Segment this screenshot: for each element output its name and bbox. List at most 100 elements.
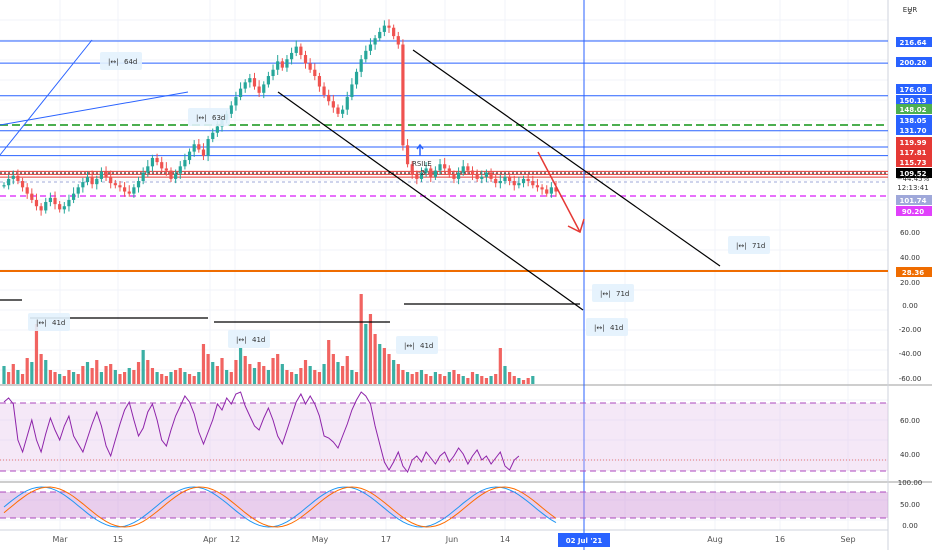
volume-bar: [53, 372, 57, 384]
candle-body: [146, 166, 150, 173]
price-change-text: −44.45%: [897, 175, 930, 183]
candle-body: [150, 157, 155, 167]
range-annotation-box: [28, 313, 70, 331]
volume-bar: [192, 376, 196, 384]
price-label-text: 131.70: [899, 127, 926, 135]
candle-body: [44, 202, 48, 211]
price-label-text: 117.81: [899, 149, 926, 157]
candle-body: [197, 144, 201, 150]
price-tick-label: -20.00: [899, 326, 922, 334]
price-tick-label: 60.00: [900, 229, 920, 237]
candle-body: [322, 86, 326, 95]
volume-bar: [62, 376, 66, 384]
candle-body: [373, 38, 377, 45]
price-label-text: 216.64: [899, 39, 926, 47]
currency-label: EUR: [903, 6, 918, 14]
volume-bar: [419, 370, 424, 384]
candle-body: [62, 206, 66, 210]
candle-body: [266, 76, 271, 85]
candle-body: [489, 172, 493, 179]
volume-bar: [382, 348, 386, 384]
volume-bar: [266, 370, 271, 384]
candle-body: [327, 94, 331, 102]
candle-body: [401, 44, 405, 146]
price-label-box: [896, 57, 932, 67]
candle-body: [535, 185, 540, 188]
candle-body: [433, 170, 437, 177]
volume-bar: [452, 370, 456, 384]
volume-bar: [322, 364, 326, 384]
volume-bar: [76, 374, 80, 384]
x-tick-label: May: [312, 535, 329, 544]
marker-sublabel: -2: [418, 169, 425, 177]
volume-bar: [341, 366, 345, 384]
volume-bar: [183, 372, 187, 384]
projection-arrow-head: [567, 218, 585, 234]
volume-bar: [503, 366, 507, 384]
volume-bar: [345, 356, 349, 384]
volume-bar: [387, 354, 391, 384]
volume-bar: [498, 348, 502, 384]
price-tick-label: -60.00: [899, 375, 922, 383]
price-label-box: [896, 137, 932, 147]
candle-body: [234, 97, 238, 106]
price-label-text: 148.02: [899, 106, 926, 114]
candle-body: [289, 52, 294, 60]
candle-body: [396, 36, 400, 45]
candle-body: [229, 105, 233, 114]
price-label-box: [896, 168, 932, 178]
volume-bar: [201, 344, 206, 384]
range-annotation-icon: |↔|: [600, 290, 611, 298]
range-annotation-label: 64d: [124, 58, 137, 66]
price-label-text: 109.52: [899, 170, 926, 178]
candle-body: [160, 162, 164, 169]
candle-body: [174, 173, 178, 179]
trend-line: [0, 91, 189, 126]
candle-body: [104, 171, 108, 177]
volume-bar: [313, 370, 317, 384]
price-tick-label: 2: [908, 8, 912, 16]
candle-body: [271, 69, 275, 77]
trend-line: [0, 39, 93, 156]
volume-bar: [109, 364, 113, 384]
candle-body: [118, 185, 122, 188]
candle-body: [317, 76, 322, 87]
volume-bar: [215, 366, 219, 384]
crosshair-date-box: [558, 533, 610, 547]
price-label-box: [896, 195, 932, 205]
x-tick-label: 14: [500, 535, 510, 544]
volume-bar: [132, 370, 136, 384]
candle-body: [470, 170, 475, 175]
volume-bar: [104, 366, 108, 384]
volume-bar: [178, 368, 182, 384]
volume-bar: [373, 334, 377, 384]
candle-body: [248, 78, 252, 83]
stoch-tick-label: 0.00: [902, 522, 918, 530]
volume-bar: [308, 366, 312, 384]
candle-body: [178, 166, 182, 174]
candle-body: [67, 199, 71, 207]
volume-bar: [317, 372, 322, 384]
candle-body: [368, 44, 373, 51]
volume-bar: [456, 374, 461, 384]
candle-body: [531, 181, 535, 186]
price-label-text: 115.73: [899, 159, 926, 167]
price-label-box: [896, 147, 932, 157]
candle-body: [285, 59, 289, 68]
candle-body: [206, 139, 210, 156]
volume-bar: [336, 362, 340, 384]
rsi-tick-label: 40.00: [900, 451, 920, 459]
candle-body: [215, 126, 219, 133]
stoch-k-line: [3, 486, 557, 528]
volume-bar: [229, 372, 233, 384]
volume-bar: [136, 362, 141, 384]
volume-bar: [7, 372, 11, 384]
volume-bar: [443, 376, 447, 384]
price-label-box: [896, 84, 932, 94]
volume-bar: [220, 358, 224, 384]
volume-bar: [155, 372, 159, 384]
x-tick-label: 17: [381, 535, 391, 544]
volume-bar: [16, 370, 20, 384]
volume-bar: [67, 370, 71, 384]
price-label-text: 176.08: [899, 86, 926, 94]
